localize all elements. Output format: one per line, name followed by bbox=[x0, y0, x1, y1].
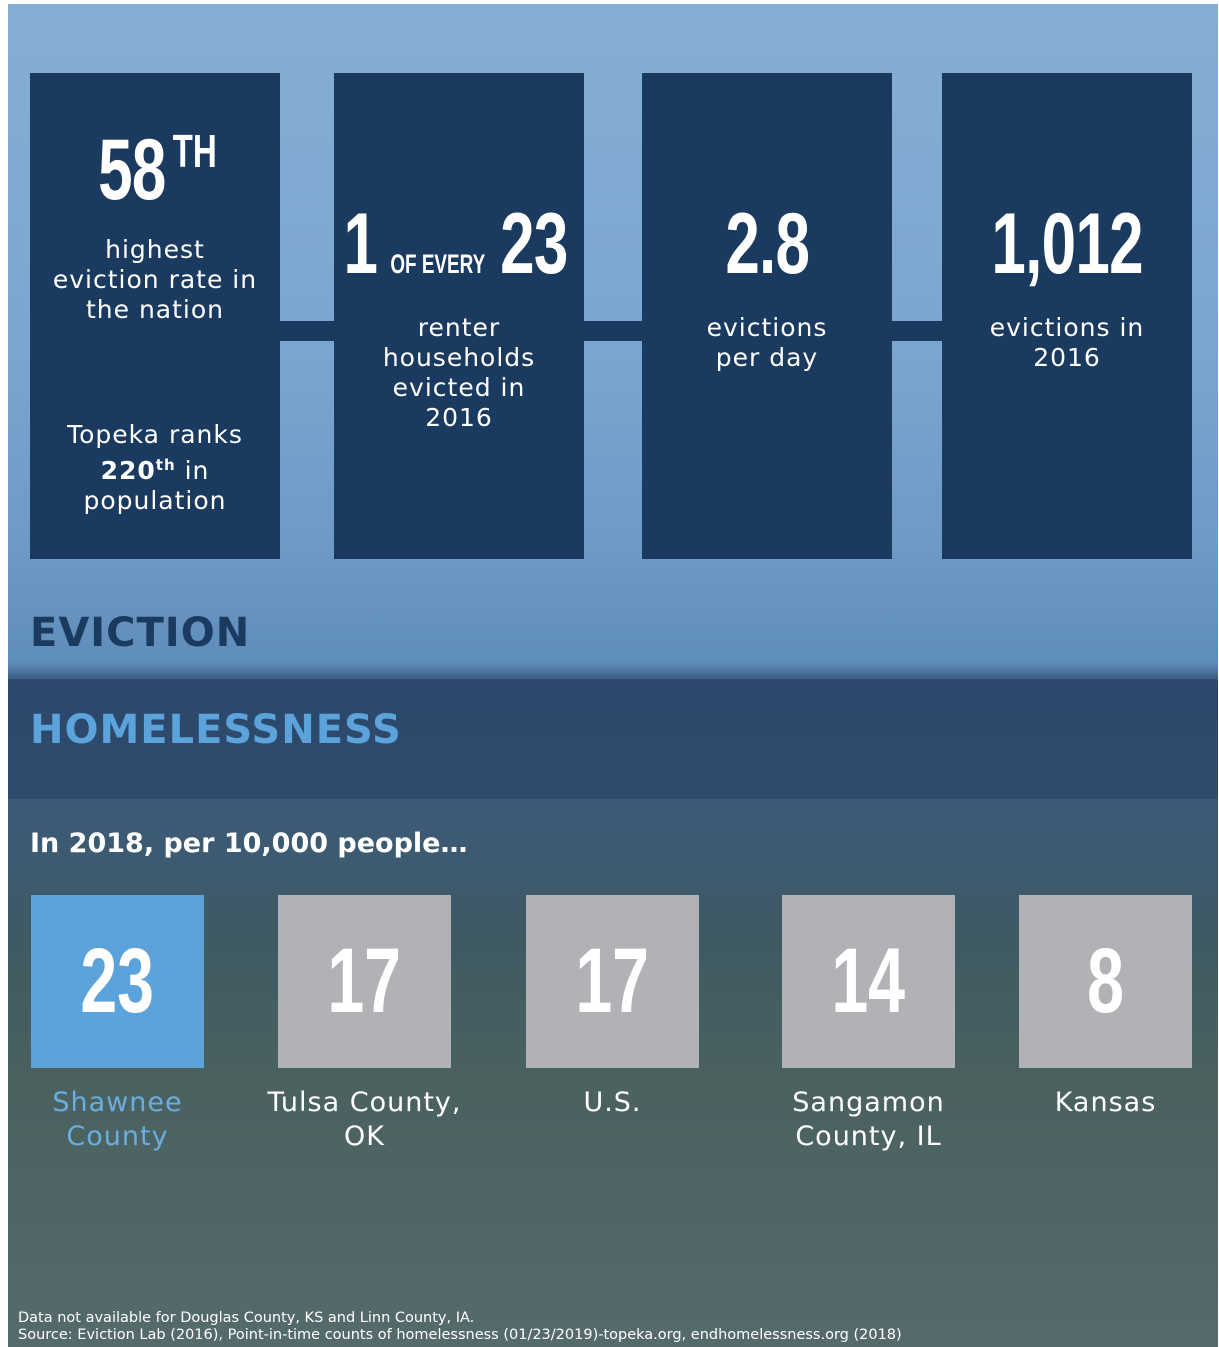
stat-note: Topeka ranks 220th in population bbox=[50, 420, 260, 516]
stat-box: 23 bbox=[31, 895, 204, 1068]
stat-card: 1 OF EVERY 23 renter households evicted in… bbox=[334, 73, 584, 559]
dark-band bbox=[8, 679, 1218, 799]
stat-value: 23 bbox=[500, 196, 568, 292]
stat-label: Sangamon County, IL bbox=[792, 1087, 945, 1152]
stat-card: 1,012 evictions in 2016 bbox=[942, 73, 1192, 559]
stat-value: 1 bbox=[343, 196, 378, 292]
stat-suffix: TH bbox=[172, 125, 217, 177]
stat-value: 17 bbox=[327, 930, 402, 1032]
stat-label: highest eviction rate in the nation bbox=[52, 235, 258, 324]
stat-label: Tulsa County, OK bbox=[267, 1087, 462, 1152]
stat-label: evictions per day bbox=[706, 313, 828, 372]
stat-label: U.S. bbox=[583, 1087, 642, 1118]
stat-label: evictions in 2016 bbox=[989, 313, 1145, 372]
stat-value: 2.8 bbox=[725, 196, 810, 292]
stat-box: 17 bbox=[278, 895, 451, 1068]
note-text: Topeka ranks bbox=[67, 420, 243, 449]
note-rank: 220 bbox=[100, 456, 156, 485]
stat-value: 17 bbox=[575, 930, 650, 1032]
stat-card: 2.8 evictions per day bbox=[642, 73, 892, 559]
subtitle: In 2018, per 10,000 people… bbox=[30, 828, 468, 859]
stat-connector: OF EVERY bbox=[390, 249, 486, 279]
note-rank-suffix: th bbox=[155, 456, 176, 474]
footnote: Source: Eviction Lab (2016), Point-in-ti… bbox=[18, 1327, 902, 1343]
section-title: EVICTION bbox=[30, 610, 251, 656]
stat-box: 8 bbox=[1019, 895, 1192, 1068]
stat-box: 17 bbox=[526, 895, 699, 1068]
stat-value: 14 bbox=[831, 930, 906, 1032]
stat-value: 58 bbox=[97, 122, 166, 218]
stat-value: 8 bbox=[1087, 930, 1124, 1032]
stat-box: 14 bbox=[782, 895, 955, 1068]
footnote: Data not available for Douglas County, K… bbox=[18, 1310, 475, 1326]
connector bbox=[280, 321, 334, 341]
stat-label: Shawnee County bbox=[52, 1087, 183, 1152]
stat-value: 1,012 bbox=[991, 196, 1143, 292]
connector bbox=[892, 321, 942, 341]
connector bbox=[584, 321, 642, 341]
stat-label: renter households evicted in 2016 bbox=[382, 313, 536, 432]
stat-label: Kansas bbox=[1054, 1087, 1157, 1118]
note-text: in population bbox=[83, 456, 227, 515]
stat-card: 58 TH highest eviction rate in the nation… bbox=[30, 73, 280, 559]
section-title: HOMELESSNESS bbox=[30, 707, 402, 753]
stat-value: 23 bbox=[80, 930, 155, 1032]
